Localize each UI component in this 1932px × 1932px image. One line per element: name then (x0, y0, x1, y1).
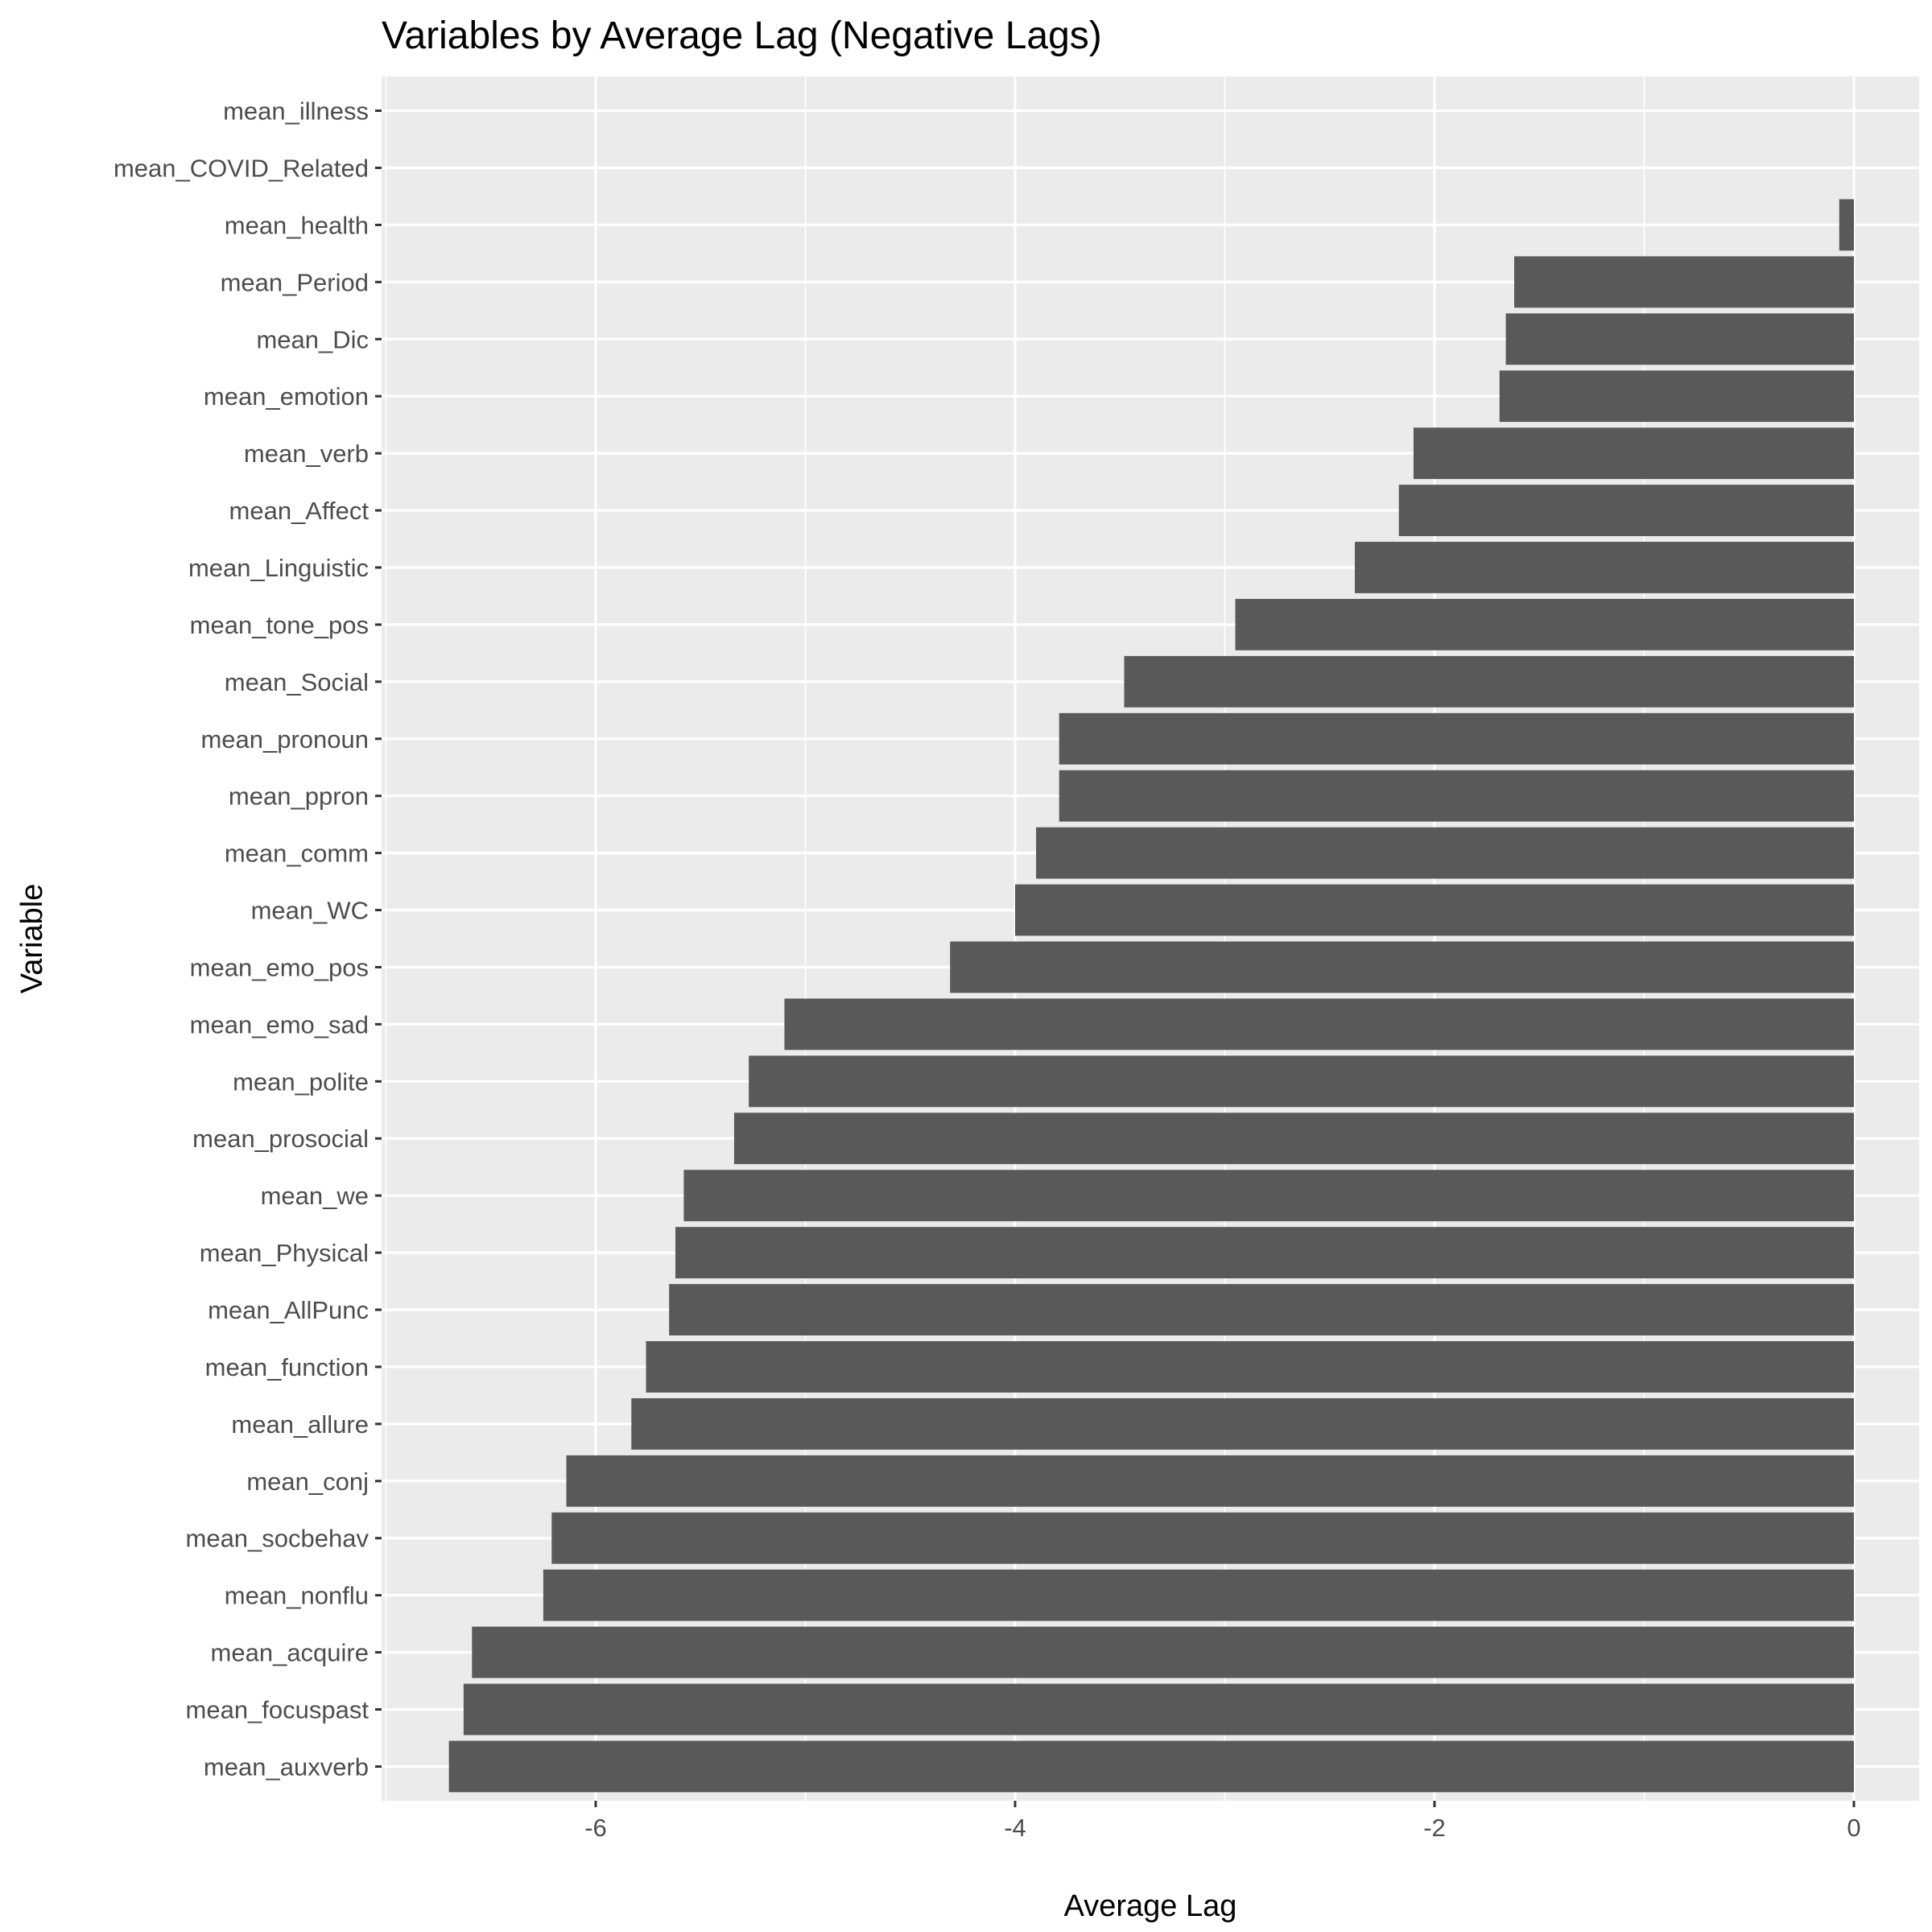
y-tick-label: mean_polite (233, 1067, 369, 1096)
bar-mean-prosocial (733, 1113, 1855, 1165)
bar-mean-comm (1036, 827, 1854, 879)
bar-mean-ppron (1059, 770, 1854, 822)
bar-mean-social (1124, 655, 1854, 708)
y-tick-label: mean_comm (225, 840, 369, 868)
y-tick-label: mean_function (205, 1353, 369, 1381)
y-tick-label: mean_Physical (200, 1239, 369, 1267)
bar-mean-polite (749, 1055, 1854, 1108)
y-tick-label: mean_focuspast (186, 1696, 369, 1724)
bar-mean-nonflu (543, 1569, 1854, 1621)
y-axis: mean_illness mean_COVID_Related mean_healt… (114, 97, 382, 1781)
bar-mean-pronoun (1059, 712, 1854, 765)
bar-mean-acquire (472, 1626, 1855, 1678)
bar-mean-auxverb (448, 1740, 1854, 1793)
y-tick-label: mean_emo_sad (190, 1010, 369, 1038)
y-tick-label: mean_acquire (211, 1639, 369, 1667)
y-tick-label: mean_Period (221, 268, 369, 296)
y-tick-label: mean_tone_pos (190, 611, 369, 639)
y-axis-title: Variable (15, 884, 49, 994)
bar-mean-focuspast (463, 1683, 1854, 1736)
y-tick-label: mean_prosocial (192, 1125, 369, 1153)
y-tick-label: mean_emotion (204, 382, 369, 411)
bar-mean-health (1839, 199, 1854, 251)
chart-title: Variables by Average Lag (Negative Lags) (382, 14, 1102, 57)
bar-mean-dic (1505, 313, 1854, 365)
y-tick-label: mean_auxverb (204, 1752, 369, 1781)
y-tick-label: mean_Social (225, 668, 369, 696)
x-tick-label: -4 (1004, 1814, 1026, 1842)
y-tick-label: mean_allure (231, 1410, 369, 1439)
y-tick-label: mean_COVID_Related (114, 154, 369, 182)
bar-mean-allure (631, 1397, 1855, 1450)
bar-mean-function (646, 1341, 1854, 1393)
bar-mean-period (1513, 256, 1854, 308)
x-axis-title: Average Lag (1064, 1889, 1237, 1923)
bar-mean-allpunc (669, 1284, 1854, 1335)
y-tick-label: mean_Affect (229, 497, 369, 525)
bar-mean-affect (1398, 485, 1854, 536)
bar-mean-tone-pos (1235, 598, 1854, 650)
x-tick-label: -6 (584, 1814, 607, 1842)
y-tick-label: mean_verb (244, 440, 369, 468)
bar-mean-socbehav (551, 1512, 1855, 1564)
bar-mean-physical (675, 1227, 1854, 1279)
y-tick-label: mean_ppron (229, 782, 369, 811)
y-tick-label: mean_emo_pos (190, 953, 369, 981)
y-tick-label: mean_Linguistic (188, 554, 369, 582)
y-tick-label: mean_health (225, 211, 369, 239)
bar-mean-emo-sad (784, 998, 1855, 1051)
bar-mean-verb (1413, 427, 1854, 480)
x-tick-label: 0 (1847, 1814, 1860, 1842)
bar-mean-linguistic (1355, 542, 1854, 593)
y-tick-label: mean_WC (251, 897, 369, 925)
x-tick-label: -2 (1423, 1814, 1446, 1842)
y-tick-label: mean_conj (246, 1468, 369, 1496)
y-tick-label: mean_pronoun (200, 725, 369, 753)
bar-mean-wc (1015, 884, 1854, 936)
y-tick-label: mean_illness (223, 97, 369, 126)
y-tick-label: mean_socbehav (186, 1525, 369, 1553)
bar-mean-emo-pos (950, 941, 1854, 993)
bar-mean-emotion (1499, 370, 1854, 423)
y-tick-label: mean_Dic (256, 325, 369, 353)
bar-mean-we (683, 1170, 1855, 1222)
y-tick-label: mean_AllPunc (208, 1296, 369, 1324)
x-axis: -6 -4 -2 0 (584, 1801, 1861, 1842)
bar-layer (448, 199, 1855, 1793)
bar-mean-conj (566, 1455, 1854, 1507)
y-tick-label: mean_nonflu (225, 1582, 369, 1610)
y-tick-label: mean_we (261, 1182, 369, 1210)
